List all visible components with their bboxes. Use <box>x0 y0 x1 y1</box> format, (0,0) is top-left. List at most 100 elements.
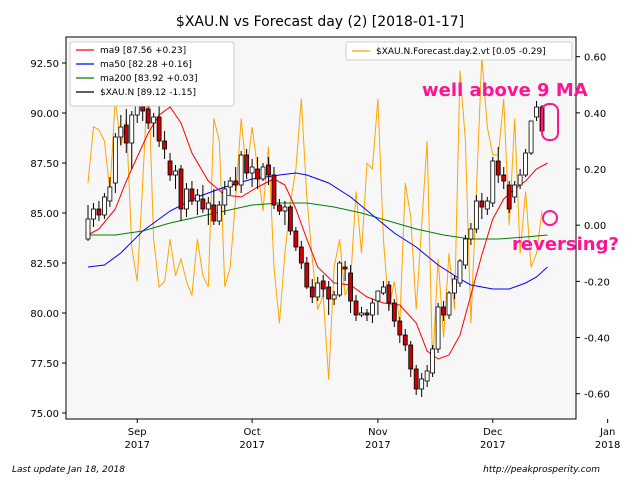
left-tick-label: 85.00 <box>30 209 59 220</box>
footer-left: Last update Jan 18, 2018 <box>12 465 125 475</box>
candle-body <box>112 136 118 184</box>
candle-body <box>227 180 233 188</box>
candle-body <box>184 188 189 210</box>
series-layer <box>87 56 548 380</box>
candle-body <box>244 154 250 174</box>
candle-body <box>162 140 167 150</box>
candle-body <box>194 194 200 202</box>
candle-body <box>473 200 479 230</box>
candle-body <box>397 320 403 336</box>
legend-right-box <box>345 41 573 61</box>
left-tick-label: 90.00 <box>30 109 59 120</box>
candle-body <box>370 302 375 316</box>
candle-body <box>413 368 419 390</box>
candle-body <box>255 168 260 180</box>
candle-body <box>495 160 501 176</box>
left-tick-label: 77.50 <box>30 359 59 370</box>
candle-body <box>156 116 162 142</box>
candle-body <box>173 170 178 176</box>
candle-body <box>506 184 512 210</box>
right-tick-label: -0.40 <box>584 334 610 345</box>
candle-body <box>233 180 239 186</box>
candle-body <box>391 302 397 322</box>
candle-body <box>501 174 507 182</box>
candle-body <box>353 300 359 316</box>
candle-body <box>151 116 157 124</box>
candle-body <box>484 200 490 210</box>
left-tick-label: 75.00 <box>30 409 59 420</box>
candle-body <box>200 198 206 210</box>
candle-body <box>452 278 457 294</box>
candle-body <box>408 344 414 370</box>
candle-body <box>216 204 222 222</box>
legend-layer: ma9 [87.56 +0.23] ma50 [82.28 +0.16] ma200… <box>69 41 573 107</box>
candle-body <box>441 306 446 316</box>
right-tick-label: -0.20 <box>584 277 610 288</box>
candle-body <box>145 108 151 124</box>
x-tick-year: 2018 <box>595 440 620 451</box>
candle-body <box>189 188 195 202</box>
candle-body <box>479 200 485 208</box>
right-tick-label: 0.00 <box>584 221 606 232</box>
candle-body <box>331 294 337 300</box>
candle-body <box>402 334 408 346</box>
candle-body <box>167 160 173 176</box>
candle-body <box>364 312 370 316</box>
candle-body <box>326 286 332 300</box>
candle-body <box>118 126 124 138</box>
right-tick-label: 0.20 <box>584 165 606 176</box>
chart-title: $XAU.N vs Forecast day (2) [2018-01-17] <box>176 14 464 30</box>
axes-layer: 75.00 77.50 80.00 82.50 85.00 87.50 90.00 92.50… <box>30 53 620 451</box>
candle-body <box>249 166 255 174</box>
right-tick-label: 0.40 <box>584 109 606 120</box>
legend-left-label: ma9 [87.56 +0.23] <box>100 46 186 56</box>
candle-body <box>96 208 102 216</box>
x-tick-label: Jan <box>599 427 615 438</box>
candle-body <box>107 186 113 202</box>
ma50-line <box>87 172 548 290</box>
legend-left-box <box>69 41 235 107</box>
candle-body <box>359 312 364 316</box>
x-tick-label: Dec <box>483 427 502 438</box>
x-tick-year: 2017 <box>480 440 505 451</box>
left-tick-label: 87.50 <box>30 159 59 170</box>
candle-body <box>211 204 217 222</box>
candle-body <box>463 238 468 266</box>
candle-body <box>435 306 441 350</box>
x-tick-label: Sep <box>128 427 147 438</box>
candle-body <box>266 164 271 176</box>
left-tick-label: 82.50 <box>30 259 59 270</box>
candle-body <box>222 188 228 206</box>
candle-body <box>468 228 474 240</box>
candle-body <box>102 196 107 216</box>
candle-body <box>315 282 321 298</box>
candles-layer <box>85 53 545 397</box>
candle-body <box>282 206 288 212</box>
legend-left-label: $XAU.N [89.12 -1.15] <box>100 88 196 98</box>
annotation-layer: well above 9 MA reversing? <box>422 80 619 255</box>
candle-body <box>457 260 463 284</box>
annotation-highlight-circle <box>542 210 558 226</box>
candle-body <box>430 348 436 374</box>
annotation-text: well above 9 MA <box>422 80 588 101</box>
candle-body <box>342 266 348 270</box>
candle-body <box>91 208 96 220</box>
candle-body <box>446 292 452 316</box>
candle-body <box>424 370 430 382</box>
candle-body <box>298 246 304 264</box>
legend-left-label: ma200 [83.92 +0.03] <box>100 74 198 84</box>
candle-body <box>380 286 386 294</box>
candle-body <box>85 218 91 240</box>
candle-body <box>205 202 211 210</box>
right-tick-label: 0.60 <box>584 53 606 64</box>
candle-body <box>309 286 315 298</box>
candle-body <box>260 166 266 180</box>
candle-body <box>123 124 129 144</box>
x-tick-year: 2017 <box>239 440 264 451</box>
candle-body <box>293 230 299 248</box>
x-tick-year: 2017 <box>365 440 390 451</box>
candle-body <box>238 154 244 186</box>
candle-body <box>178 168 184 210</box>
